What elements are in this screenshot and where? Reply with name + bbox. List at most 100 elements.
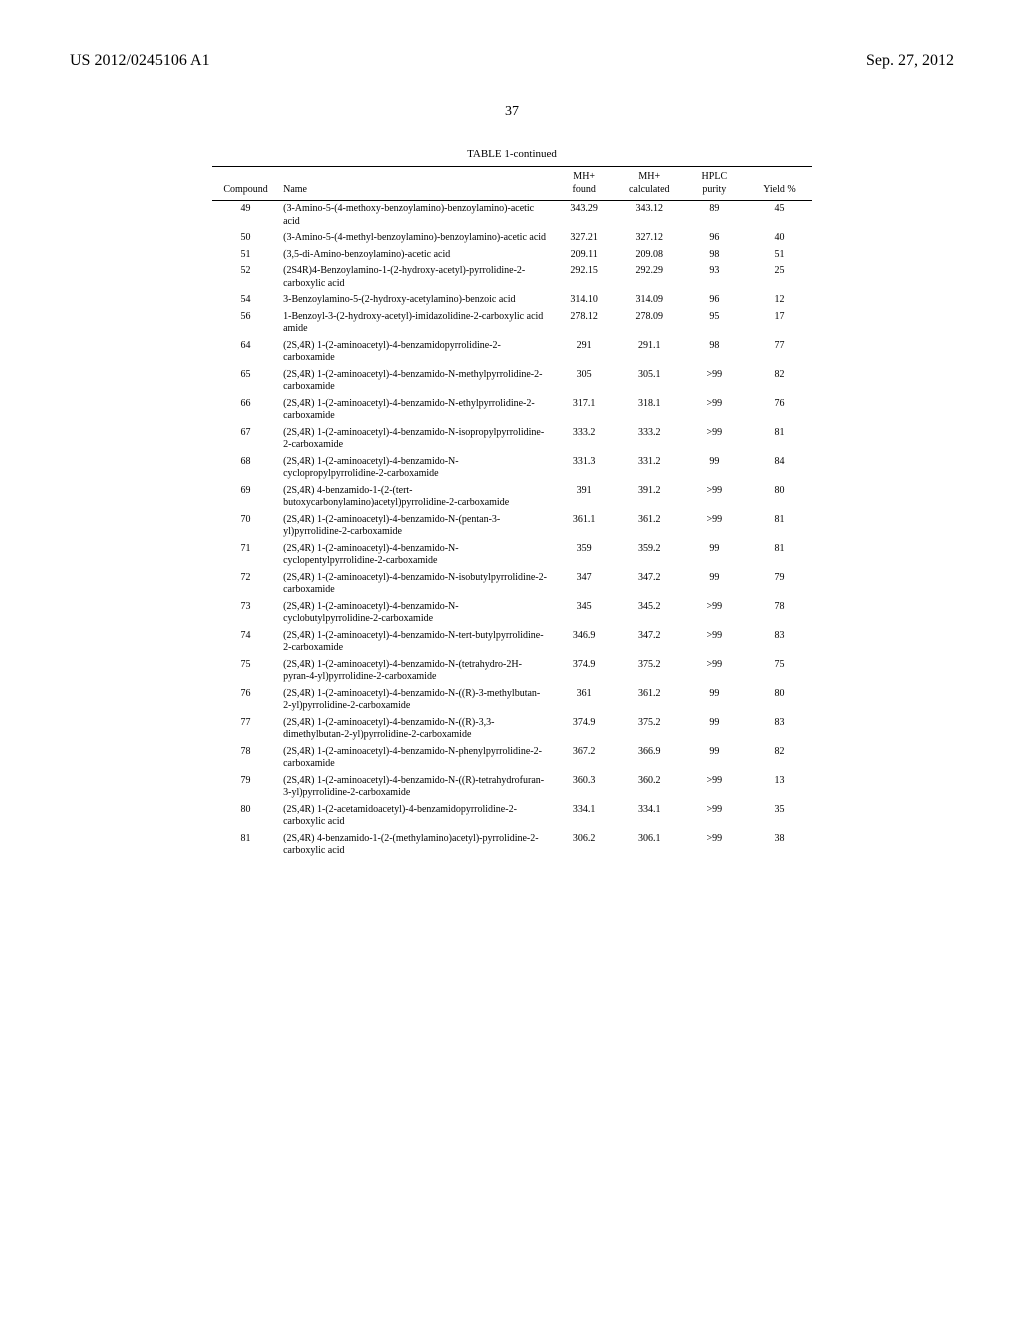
cell-compound: 67	[212, 425, 279, 454]
table-row: 79(2S,4R) 1-(2-aminoacetyl)-4-benzamido-…	[212, 773, 812, 802]
col-header-mh-calc: MH+ calculated	[617, 167, 682, 201]
cell-mh-calc: 333.2	[617, 425, 682, 454]
cell-mh-calc: 334.1	[617, 802, 682, 831]
cell-mh-calc: 375.2	[617, 715, 682, 744]
cell-hplc: >99	[682, 802, 747, 831]
cell-hplc: 96	[682, 230, 747, 247]
table-header-row: Compound Name MH+ found MH+ calculated H…	[212, 167, 812, 201]
cell-yield: 40	[747, 230, 812, 247]
cell-hplc: >99	[682, 657, 747, 686]
cell-mh-found: 361	[552, 686, 617, 715]
cell-name: (2S,4R) 1-(2-aminoacetyl)-4-benzamido-N-…	[279, 570, 552, 599]
cell-mh-calc: 318.1	[617, 396, 682, 425]
col-header-mh-found: MH+ found	[552, 167, 617, 201]
cell-mh-found: 209.11	[552, 247, 617, 264]
cell-yield: 80	[747, 686, 812, 715]
cell-mh-found: 360.3	[552, 773, 617, 802]
cell-yield: 25	[747, 263, 812, 292]
cell-mh-found: 305	[552, 367, 617, 396]
cell-compound: 80	[212, 802, 279, 831]
table-row: 73(2S,4R) 1-(2-aminoacetyl)-4-benzamido-…	[212, 599, 812, 628]
cell-hplc: >99	[682, 773, 747, 802]
cell-mh-calc: 278.09	[617, 309, 682, 338]
table-row: 80(2S,4R) 1-(2-acetamidoacetyl)-4-benzam…	[212, 802, 812, 831]
table-row: 52(2S4R)4-Benzoylamino-1-(2-hydroxy-acet…	[212, 263, 812, 292]
cell-mh-calc: 375.2	[617, 657, 682, 686]
cell-hplc: 99	[682, 454, 747, 483]
data-table-wrap: TABLE 1-continued Compound Name MH+ foun…	[212, 148, 812, 866]
cell-mh-calc: 292.29	[617, 263, 682, 292]
compound-table: Compound Name MH+ found MH+ calculated H…	[212, 166, 812, 866]
table-row: 561-Benzoyl-3-(2-hydroxy-acetyl)-imidazo…	[212, 309, 812, 338]
cell-mh-calc: 314.09	[617, 292, 682, 309]
cell-compound: 51	[212, 247, 279, 264]
cell-hplc: 99	[682, 570, 747, 599]
table-row: 66(2S,4R) 1-(2-aminoacetyl)-4-benzamido-…	[212, 396, 812, 425]
table-row: 71(2S,4R) 1-(2-aminoacetyl)-4-benzamido-…	[212, 541, 812, 570]
cell-mh-found: 361.1	[552, 512, 617, 541]
cell-name: (2S,4R) 1-(2-aminoacetyl)-4-benzamido-N-…	[279, 744, 552, 773]
table-row: 68(2S,4R) 1-(2-aminoacetyl)-4-benzamido-…	[212, 454, 812, 483]
document-id: US 2012/0245106 A1	[70, 52, 210, 70]
cell-yield: 83	[747, 715, 812, 744]
cell-mh-calc: 306.1	[617, 831, 682, 866]
cell-name: (2S,4R) 1-(2-aminoacetyl)-4-benzamido-N-…	[279, 367, 552, 396]
cell-name: 1-Benzoyl-3-(2-hydroxy-acetyl)-imidazoli…	[279, 309, 552, 338]
table-row: 75(2S,4R) 1-(2-aminoacetyl)-4-benzamido-…	[212, 657, 812, 686]
cell-hplc: 99	[682, 715, 747, 744]
cell-mh-calc: 361.2	[617, 686, 682, 715]
cell-mh-found: 333.2	[552, 425, 617, 454]
cell-yield: 76	[747, 396, 812, 425]
cell-compound: 72	[212, 570, 279, 599]
cell-compound: 70	[212, 512, 279, 541]
cell-yield: 81	[747, 425, 812, 454]
cell-hplc: 89	[682, 201, 747, 231]
cell-compound: 49	[212, 201, 279, 231]
cell-hplc: >99	[682, 599, 747, 628]
cell-hplc: 98	[682, 338, 747, 367]
cell-mh-calc: 366.9	[617, 744, 682, 773]
cell-yield: 75	[747, 657, 812, 686]
cell-name: (2S,4R) 1-(2-aminoacetyl)-4-benzamido-N-…	[279, 396, 552, 425]
cell-yield: 77	[747, 338, 812, 367]
cell-compound: 69	[212, 483, 279, 512]
cell-yield: 17	[747, 309, 812, 338]
cell-mh-calc: 331.2	[617, 454, 682, 483]
page-number: 37	[0, 104, 1024, 120]
cell-name: (2S,4R) 1-(2-aminoacetyl)-4-benzamido-N-…	[279, 599, 552, 628]
cell-mh-calc: 347.2	[617, 628, 682, 657]
cell-mh-found: 331.3	[552, 454, 617, 483]
col-header-mh-calc-l2: calculated	[629, 184, 670, 195]
cell-hplc: 99	[682, 541, 747, 570]
cell-mh-found: 374.9	[552, 657, 617, 686]
table-row: 77(2S,4R) 1-(2-aminoacetyl)-4-benzamido-…	[212, 715, 812, 744]
table-row: 76(2S,4R) 1-(2-aminoacetyl)-4-benzamido-…	[212, 686, 812, 715]
cell-yield: 81	[747, 541, 812, 570]
col-header-compound: Compound	[212, 167, 279, 201]
cell-compound: 76	[212, 686, 279, 715]
cell-yield: 82	[747, 367, 812, 396]
cell-mh-found: 374.9	[552, 715, 617, 744]
table-row: 50(3-Amino-5-(4-methyl-benzoylamino)-ben…	[212, 230, 812, 247]
cell-mh-found: 327.21	[552, 230, 617, 247]
cell-mh-found: 314.10	[552, 292, 617, 309]
table-row: 78(2S,4R) 1-(2-aminoacetyl)-4-benzamido-…	[212, 744, 812, 773]
cell-mh-found: 343.29	[552, 201, 617, 231]
cell-hplc: >99	[682, 628, 747, 657]
table-row: 49(3-Amino-5-(4-methoxy-benzoylamino)-be…	[212, 201, 812, 231]
cell-mh-found: 291	[552, 338, 617, 367]
cell-compound: 71	[212, 541, 279, 570]
cell-mh-calc: 360.2	[617, 773, 682, 802]
cell-compound: 54	[212, 292, 279, 309]
cell-hplc: 98	[682, 247, 747, 264]
cell-yield: 12	[747, 292, 812, 309]
cell-hplc: 96	[682, 292, 747, 309]
cell-mh-found: 347	[552, 570, 617, 599]
page-header: US 2012/0245106 A1 Sep. 27, 2012	[0, 0, 1024, 70]
cell-name: (2S,4R) 1-(2-aminoacetyl)-4-benzamido-N-…	[279, 425, 552, 454]
cell-hplc: 93	[682, 263, 747, 292]
table-row: 65(2S,4R) 1-(2-aminoacetyl)-4-benzamido-…	[212, 367, 812, 396]
cell-compound: 73	[212, 599, 279, 628]
cell-mh-calc: 345.2	[617, 599, 682, 628]
cell-yield: 81	[747, 512, 812, 541]
